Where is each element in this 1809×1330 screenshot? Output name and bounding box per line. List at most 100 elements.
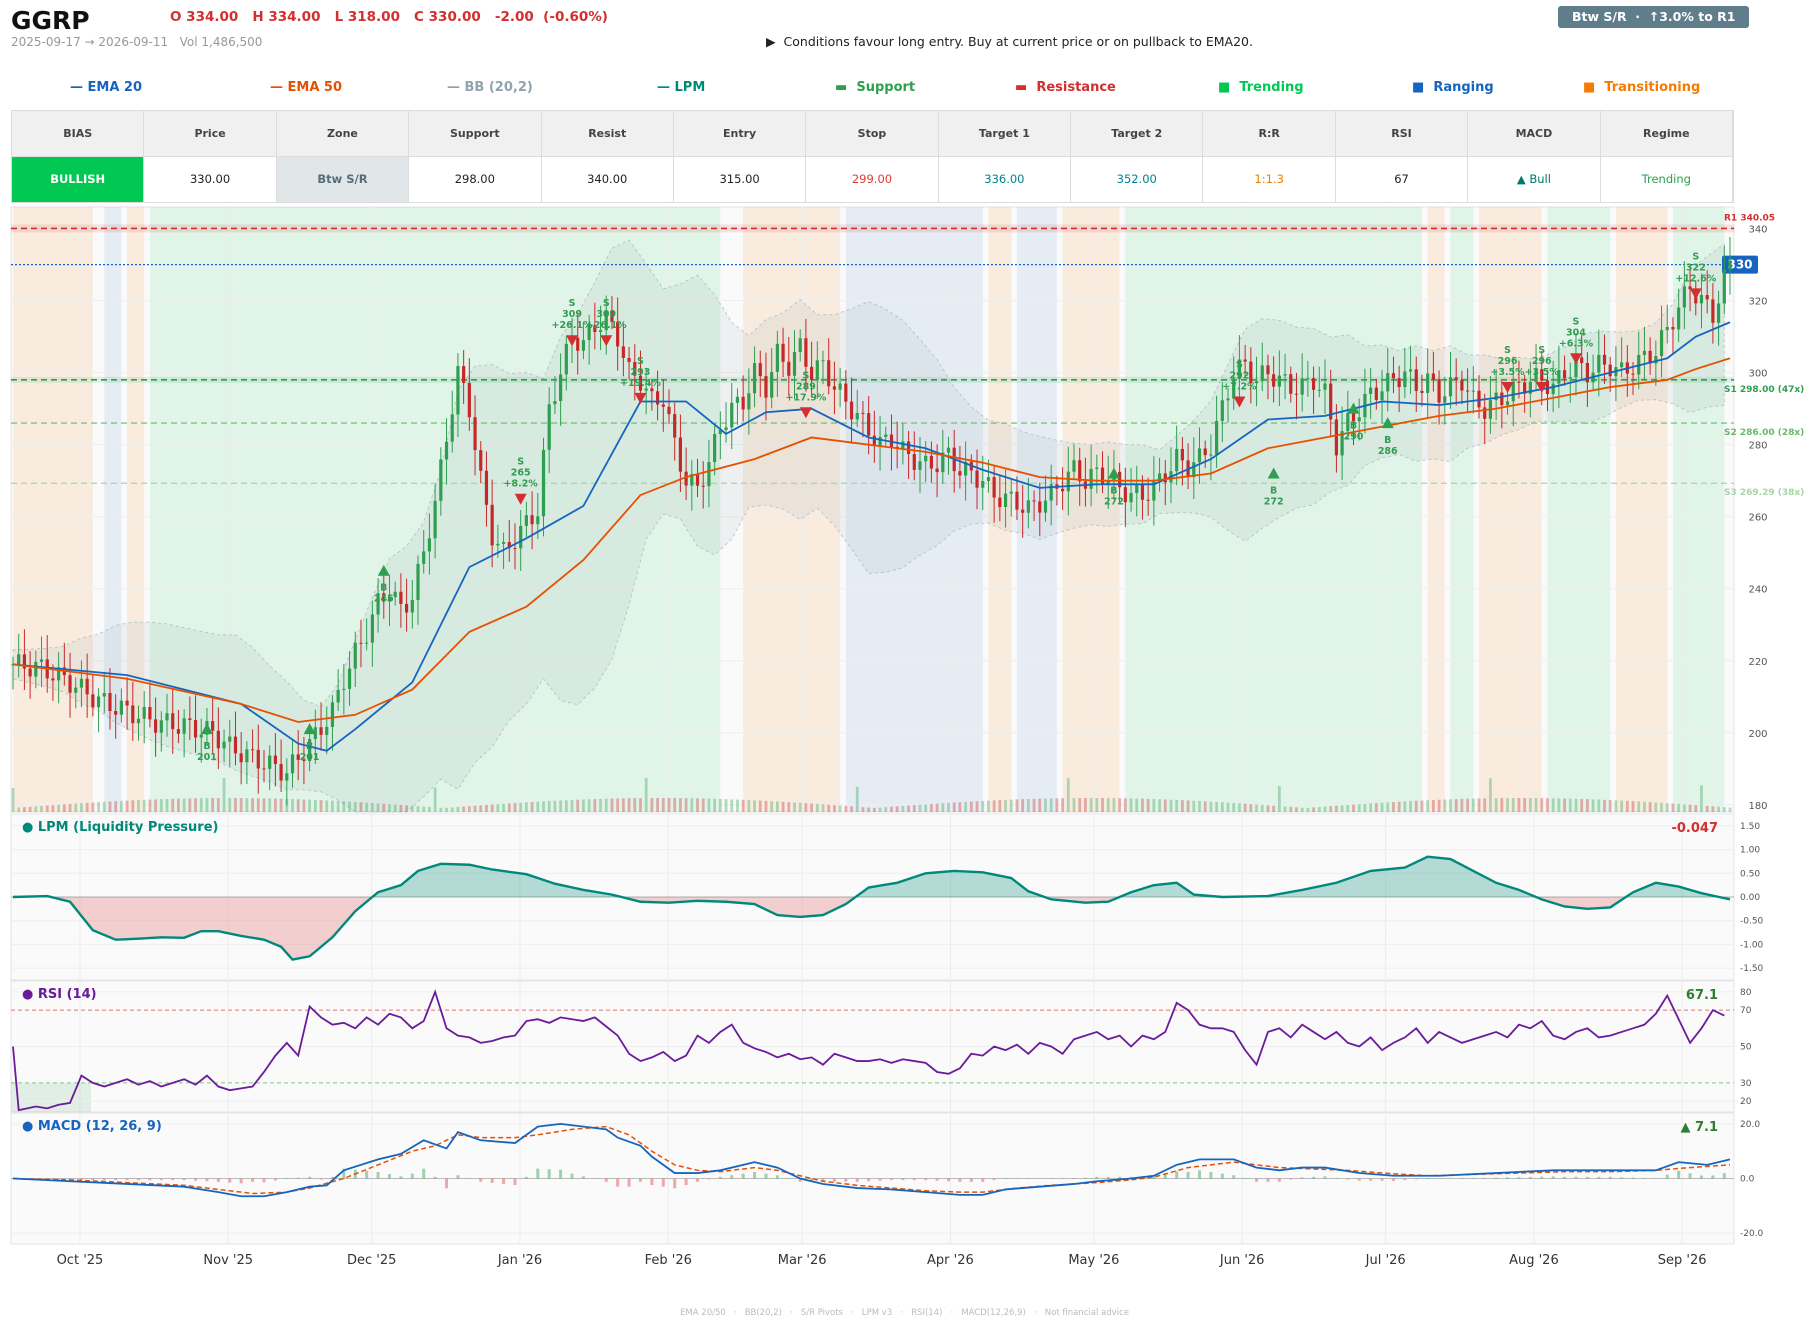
- macd-histogram-bar: [387, 1174, 391, 1179]
- macd-histogram-bar: [821, 1178, 825, 1182]
- candle-body: [1329, 383, 1333, 420]
- volume-bar: [1357, 804, 1361, 812]
- candle-body: [28, 668, 32, 677]
- candle-body: [986, 477, 991, 481]
- lpm-y-tick-label: 0.00: [1740, 893, 1760, 903]
- candle-body: [1711, 299, 1715, 323]
- signal-label: +8.2%: [504, 479, 539, 490]
- candle-body: [536, 516, 540, 525]
- candle-body: [308, 739, 312, 762]
- candle-body: [621, 346, 625, 358]
- candle-body: [159, 720, 163, 733]
- volume-bar: [1049, 798, 1053, 812]
- legend-item: ▬ Resistance: [1015, 80, 1116, 95]
- candle-body: [313, 727, 317, 740]
- candle-body: [792, 352, 797, 376]
- volume-bar: [1454, 799, 1458, 812]
- candle-body: [1420, 390, 1424, 393]
- volume-bar: [23, 807, 26, 812]
- candle-body: [1500, 392, 1504, 406]
- volume-bar: [1677, 803, 1681, 812]
- volume-bar: [998, 800, 1002, 812]
- macd-histogram-bar: [433, 1176, 437, 1179]
- volume-bar: [1648, 802, 1652, 812]
- volume-bar: [177, 798, 180, 812]
- volume-bar: [370, 803, 374, 812]
- volume-bar: [1682, 804, 1686, 812]
- candle-body: [256, 749, 260, 769]
- regime-band: [1062, 207, 1120, 812]
- x-tick-label: Mar '26: [778, 1253, 827, 1268]
- candle-body: [878, 437, 882, 447]
- candle-body: [302, 759, 306, 762]
- signal-label: 201: [197, 752, 217, 763]
- candle-body: [1414, 369, 1418, 391]
- signal-label: 286: [1378, 446, 1398, 457]
- candle-body: [1289, 374, 1293, 394]
- volume-bar: [62, 804, 66, 812]
- candle-body: [376, 593, 380, 615]
- volume-bar: [1414, 800, 1418, 812]
- volume-bar: [1112, 798, 1116, 812]
- volume-bar: [119, 800, 123, 812]
- candle-body: [1260, 365, 1264, 382]
- volume-bar: [1546, 798, 1549, 812]
- macd-histogram-bar: [1551, 1176, 1555, 1179]
- volume-bar: [142, 799, 146, 812]
- signal-label: 309: [596, 309, 616, 320]
- signal-label: B: [306, 741, 313, 752]
- volume-bar: [1180, 800, 1184, 812]
- candle-body: [250, 749, 255, 751]
- volume-bar: [1123, 798, 1127, 812]
- candle-body: [684, 471, 688, 486]
- candle-body: [319, 727, 323, 735]
- volume-bar: [165, 798, 169, 812]
- volume-bar: [924, 804, 928, 812]
- macd-histogram-bar: [627, 1178, 631, 1187]
- sell-signal-marker: [1569, 353, 1582, 365]
- candle-body: [524, 515, 528, 526]
- legend-item: — BB (20,2): [447, 80, 533, 95]
- candle-body: [861, 412, 865, 414]
- candle-body: [148, 707, 152, 720]
- signal-label: +6.3%: [1559, 338, 1594, 349]
- volume-bar: [1506, 798, 1509, 812]
- volume-bar: [1585, 799, 1589, 812]
- legend-item: ▬ Support: [835, 80, 916, 95]
- candle-body: [946, 447, 951, 453]
- candle-body: [1254, 381, 1259, 384]
- volume-bar: [747, 800, 751, 812]
- buy-signal-marker: [303, 723, 316, 735]
- volume-bar: [633, 798, 637, 812]
- candle-body: [804, 338, 808, 367]
- rsi-line: [12, 989, 1725, 1112]
- candle-body: [924, 455, 928, 462]
- volume-bar: [382, 803, 386, 812]
- table-value-cell: 298.00: [409, 156, 542, 202]
- macd-histogram-bar: [981, 1178, 985, 1182]
- legend-item: — EMA 20: [70, 80, 143, 95]
- candle-body: [325, 726, 329, 735]
- table-header-cell: Support: [409, 111, 542, 157]
- buy-signal-marker: [200, 723, 213, 735]
- candle-body: [1232, 378, 1236, 399]
- volume-bar: [450, 807, 454, 812]
- macd-histogram-bar: [1471, 1178, 1475, 1179]
- level-label: R1 340.05: [1724, 213, 1775, 223]
- macd-histogram-bar: [947, 1178, 951, 1182]
- candle-body: [416, 563, 420, 600]
- candle-body: [1426, 373, 1430, 393]
- volume-bar: [34, 806, 38, 812]
- candle-body: [136, 718, 141, 724]
- volume-bar: [1711, 806, 1715, 812]
- candle-body: [872, 435, 876, 447]
- chart-area: 180 200 220 240 260 280 300 320 340 Oct '25 Nov '2…: [10, 206, 1804, 1268]
- volume-bar: [639, 798, 642, 812]
- volume-bar: [542, 801, 545, 812]
- candle-body: [490, 504, 494, 546]
- volume-bar: [969, 801, 973, 812]
- volume-bar: [234, 798, 237, 812]
- volume-bar: [45, 805, 49, 812]
- ema20-line: [12, 321, 1731, 752]
- lpm-y-tick-label: -0.50: [1740, 917, 1764, 927]
